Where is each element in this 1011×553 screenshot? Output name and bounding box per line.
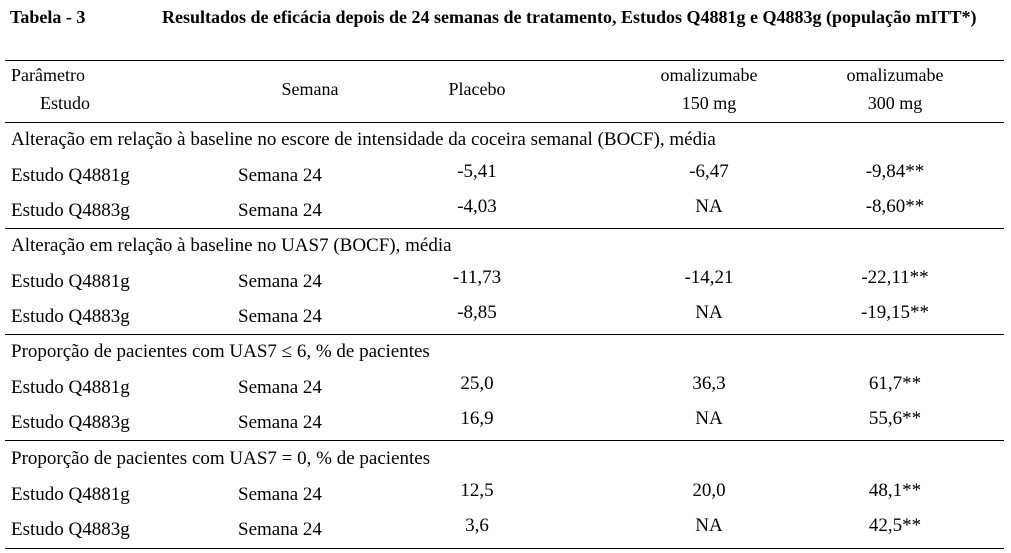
cell-week: Semana 24 (238, 519, 322, 540)
cell-placebo: 25,0 (460, 373, 494, 394)
section-rule (5, 440, 1004, 441)
cell-study: Estudo Q4881g (11, 165, 130, 186)
cell-placebo: -4,03 (457, 196, 497, 217)
cell-omalizumabe-150: 20,0 (692, 480, 726, 501)
table-label: Tabela - 3 (10, 7, 86, 27)
cell-omalizumabe-150: -14,21 (684, 267, 734, 288)
cell-omalizumabe-300: -22,11** (861, 267, 929, 288)
header-omalizumabe-150-line2: 150 mg (681, 93, 737, 113)
cell-omalizumabe-150: NA (695, 515, 723, 536)
cell-placebo: -5,41 (457, 161, 497, 182)
cell-omalizumabe-150: NA (695, 408, 723, 429)
cell-study: Estudo Q4881g (11, 484, 130, 505)
section-rule (5, 334, 1004, 335)
cell-omalizumabe-150: -6,47 (689, 161, 729, 182)
cell-omalizumabe-300: -9,84** (865, 161, 925, 182)
section-title: Alteração em relação à baseline no UAS7 … (11, 235, 452, 256)
cell-omalizumabe-150: NA (695, 302, 723, 323)
cell-omalizumabe-300: 61,7** (868, 373, 922, 394)
header-omalizumabe-300-line2: 300 mg (867, 93, 923, 113)
section-rule (5, 228, 1004, 229)
cell-week: Semana 24 (238, 165, 322, 186)
header-omalizumabe-300-line1: omalizumabe (846, 65, 944, 85)
header-semana: Semana (281, 79, 339, 99)
header-top-rule (5, 60, 1004, 61)
table-bottom-rule (5, 548, 1004, 549)
cell-placebo: -8,85 (457, 302, 497, 323)
cell-study: Estudo Q4881g (11, 377, 130, 398)
cell-week: Semana 24 (238, 200, 322, 221)
cell-omalizumabe-150: 36,3 (692, 373, 726, 394)
cell-week: Semana 24 (238, 306, 322, 327)
cell-omalizumabe-300: 55,6** (868, 408, 922, 429)
cell-week: Semana 24 (238, 271, 322, 292)
header-omalizumabe-150-line1: omalizumabe (660, 65, 758, 85)
cell-placebo: 12,5 (460, 480, 494, 501)
cell-study: Estudo Q4883g (11, 200, 130, 221)
cell-placebo: -11,73 (452, 267, 502, 288)
header-bottom-rule (5, 122, 1004, 123)
cell-study: Estudo Q4883g (11, 306, 130, 327)
cell-study: Estudo Q4881g (11, 271, 130, 292)
cell-omalizumabe-300: -8,60** (865, 196, 925, 217)
cell-placebo: 3,6 (465, 515, 489, 536)
cell-week: Semana 24 (238, 377, 322, 398)
cell-omalizumabe-300: 42,5** (868, 515, 922, 536)
cell-placebo: 16,9 (460, 408, 494, 429)
table-title: Resultados de eficácia depois de 24 sema… (162, 7, 977, 27)
header-estudo: Estudo (40, 93, 91, 113)
cell-omalizumabe-300: 48,1** (868, 480, 922, 501)
header-placebo: Placebo (448, 79, 506, 99)
cell-week: Semana 24 (238, 484, 322, 505)
section-title: Proporção de pacientes com UAS7 = 0, % d… (11, 448, 431, 469)
cell-omalizumabe-150: NA (695, 196, 723, 217)
header-parametro: Parâmetro (11, 65, 85, 85)
section-title: Proporção de pacientes com UAS7 ≤ 6, % d… (11, 341, 430, 362)
cell-omalizumabe-300: -19,15** (860, 302, 930, 323)
cell-study: Estudo Q4883g (11, 412, 130, 433)
cell-study: Estudo Q4883g (11, 519, 130, 540)
cell-week: Semana 24 (238, 412, 322, 433)
section-title: Alteração em relação à baseline no escor… (11, 129, 716, 150)
